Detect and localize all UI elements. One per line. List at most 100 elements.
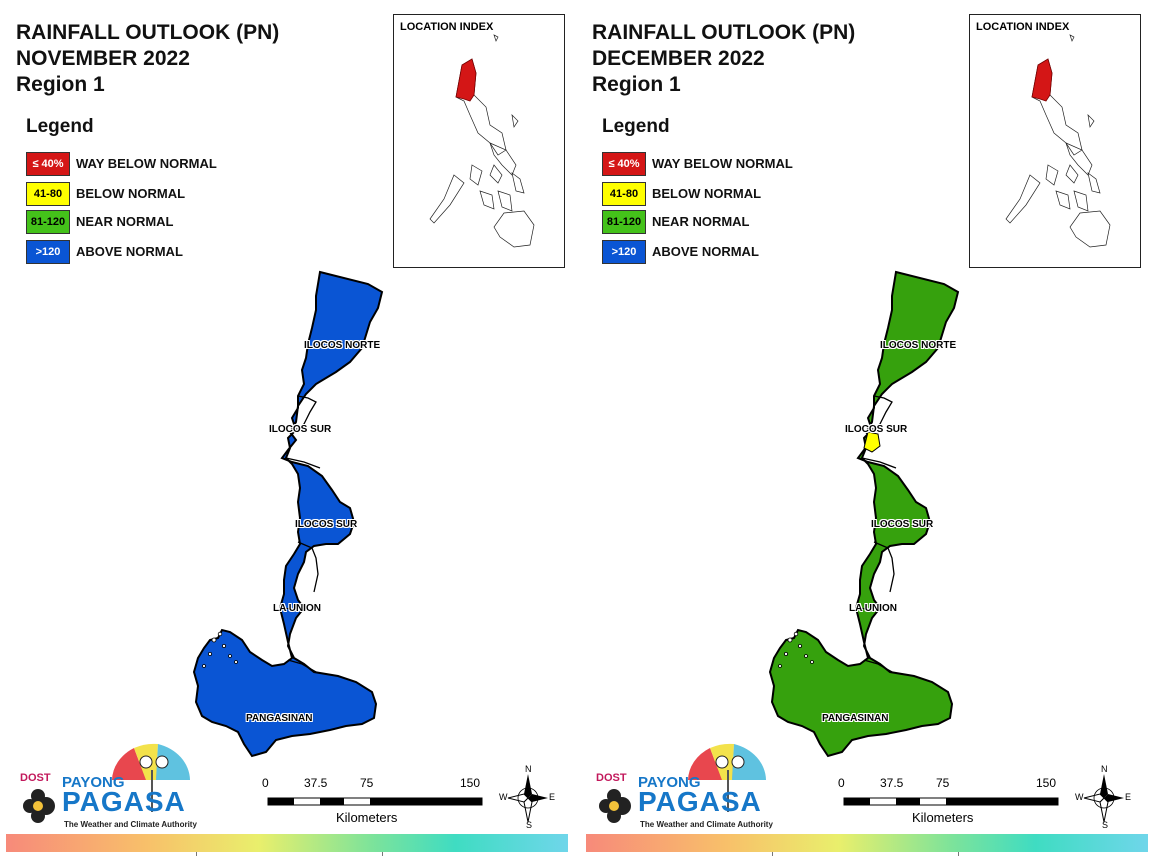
compass-n: N: [525, 764, 532, 774]
footer-gradient-bar: [586, 834, 1148, 852]
scale-bar: 0 37.5 75 150 Kilometers: [834, 776, 1064, 826]
province-boundary: [859, 607, 881, 611]
title-line-1: RAINFALL OUTLOOK (PN): [592, 21, 856, 44]
scale-unit: Kilometers: [912, 810, 974, 825]
umbrella-icon: [599, 743, 766, 823]
province-label-ilocos-norte: ILOCOS NORTE: [304, 340, 381, 351]
scale-tick-label: 0: [838, 776, 845, 790]
province-boundary: [869, 395, 893, 433]
legend-heading: Legend: [602, 116, 670, 137]
province-boundary: [861, 457, 897, 469]
tagline-text: The Weather and Climate Authority: [640, 820, 773, 829]
scale-tick-label: 150: [1036, 776, 1057, 790]
scale-tick-label: 37.5: [304, 776, 328, 790]
legend-label: BELOW NORMAL: [76, 186, 186, 201]
north-arrow: N S E W: [498, 762, 558, 832]
gradient-tick: [958, 852, 959, 856]
legend-swatch: 41-80: [602, 182, 646, 206]
region-fill: [192, 270, 384, 758]
province-label-ilocos-sur: ILOCOS SUR: [295, 519, 358, 530]
gradient-tick: [196, 852, 197, 856]
legend-swatch: ≤ 40%: [602, 152, 646, 176]
province-label-ilocos-sur: ILOCOS SUR: [845, 424, 908, 435]
map-title: RAINFALL OUTLOOK (PN) DECEMBER 2022 Regi…: [592, 20, 855, 98]
location-index-title: LOCATION INDEX: [400, 21, 494, 33]
panel-december: RAINFALL OUTLOOK (PN) DECEMBER 2022 Regi…: [576, 0, 1152, 864]
scale-tick-label: 75: [936, 776, 950, 790]
title-line-2: DECEMBER 2022: [592, 47, 765, 70]
panel-november: RAINFALL OUTLOOK (PN) NOVEMBER 2022 Regi…: [6, 14, 568, 856]
location-index-inset: LOCATION INDEX: [969, 14, 1141, 268]
scale-bar-graphic: [843, 797, 1059, 806]
compass-w: W: [1075, 792, 1084, 802]
province-boundary: [287, 659, 317, 673]
legend-swatch: ≤ 40%: [26, 152, 70, 176]
scale-unit: Kilometers: [336, 810, 398, 825]
compass-rose-icon: [507, 774, 548, 823]
province-boundary: [863, 659, 893, 673]
legend-label: NEAR NORMAL: [652, 214, 750, 229]
legend-label: NEAR NORMAL: [76, 214, 174, 229]
legend-swatch: >120: [26, 240, 70, 264]
title-line-3: Region 1: [16, 73, 105, 96]
payong-text: PAYONG: [638, 774, 701, 791]
province-boundary: [285, 457, 321, 469]
region1-map: [192, 270, 384, 758]
scale-tick-label: 150: [460, 776, 481, 790]
compass-s: S: [526, 820, 533, 830]
province-label-ilocos-sur: ILOCOS SUR: [269, 424, 332, 435]
legend-label: WAY BELOW NORMAL: [76, 156, 217, 171]
province-label-ilocos-norte: ILOCOS NORTE: [880, 340, 957, 351]
province-boundary: [297, 541, 319, 593]
legend-label: ABOVE NORMAL: [76, 244, 183, 259]
scale-tick-label: 37.5: [880, 776, 904, 790]
philippines-index-map: [429, 34, 535, 248]
footer-gradient-bar: [6, 834, 568, 852]
province-boundary: [293, 395, 317, 433]
location-index-title: LOCATION INDEX: [976, 21, 1070, 33]
compass-e: E: [549, 792, 556, 802]
compass-s: S: [1102, 820, 1109, 830]
pagasa-text: PAGASA: [62, 786, 186, 817]
province-label-la-union: LA UNION: [849, 603, 897, 614]
scale-tick-label: 75: [360, 776, 374, 790]
compass-e: E: [1125, 792, 1132, 802]
title-line-1: RAINFALL OUTLOOK (PN): [16, 21, 280, 44]
payong-text: PAYONG: [62, 774, 125, 791]
region-fill: [768, 270, 960, 758]
province-boundary: [873, 541, 895, 593]
scale-bar: 0 37.5 75 150 Kilometers: [258, 776, 488, 826]
payong-pagasa-logo: DOST PAYONG PAGASA The Weather and Clima…: [592, 740, 773, 835]
map-title: RAINFALL OUTLOOK (PN) NOVEMBER 2022 Regi…: [16, 20, 279, 98]
scale-tick-label: 0: [262, 776, 269, 790]
legend-swatch: 41-80: [26, 182, 70, 206]
umbrella-icon: [23, 743, 190, 823]
legend-heading: Legend: [26, 116, 94, 137]
legend-label: BELOW NORMAL: [652, 186, 762, 201]
compass-rose-icon: [1083, 774, 1124, 823]
compass-n: N: [1101, 764, 1108, 774]
province-label-pangasinan: PANGASINAN: [822, 713, 889, 724]
north-arrow: N S E W: [1074, 762, 1134, 832]
title-line-2: NOVEMBER 2022: [16, 47, 190, 70]
legend-swatch: 81-120: [26, 210, 70, 234]
philippines-index-map: [1005, 34, 1111, 248]
title-line-3: Region 1: [592, 73, 681, 96]
region1-map: [768, 270, 960, 758]
gradient-tick: [772, 852, 773, 856]
compass-w: W: [499, 792, 508, 802]
province-label-la-union: LA UNION: [273, 603, 321, 614]
province-label-ilocos-sur: ILOCOS SUR: [871, 519, 934, 530]
legend-swatch: 81-120: [602, 210, 646, 234]
province-boundary: [283, 607, 305, 611]
scale-bar-graphic: [267, 797, 483, 806]
payong-pagasa-logo: DOST PAYONG PAGASA The Weather and Clima…: [16, 740, 197, 835]
location-index-inset: LOCATION INDEX: [393, 14, 565, 268]
tagline-text: The Weather and Climate Authority: [64, 820, 197, 829]
below-normal-area: [863, 431, 881, 453]
pagasa-text: PAGASA: [638, 786, 762, 817]
dost-text: DOST: [20, 772, 51, 784]
legend-swatch: >120: [602, 240, 646, 264]
legend-label: ABOVE NORMAL: [652, 244, 759, 259]
dost-text: DOST: [596, 772, 627, 784]
